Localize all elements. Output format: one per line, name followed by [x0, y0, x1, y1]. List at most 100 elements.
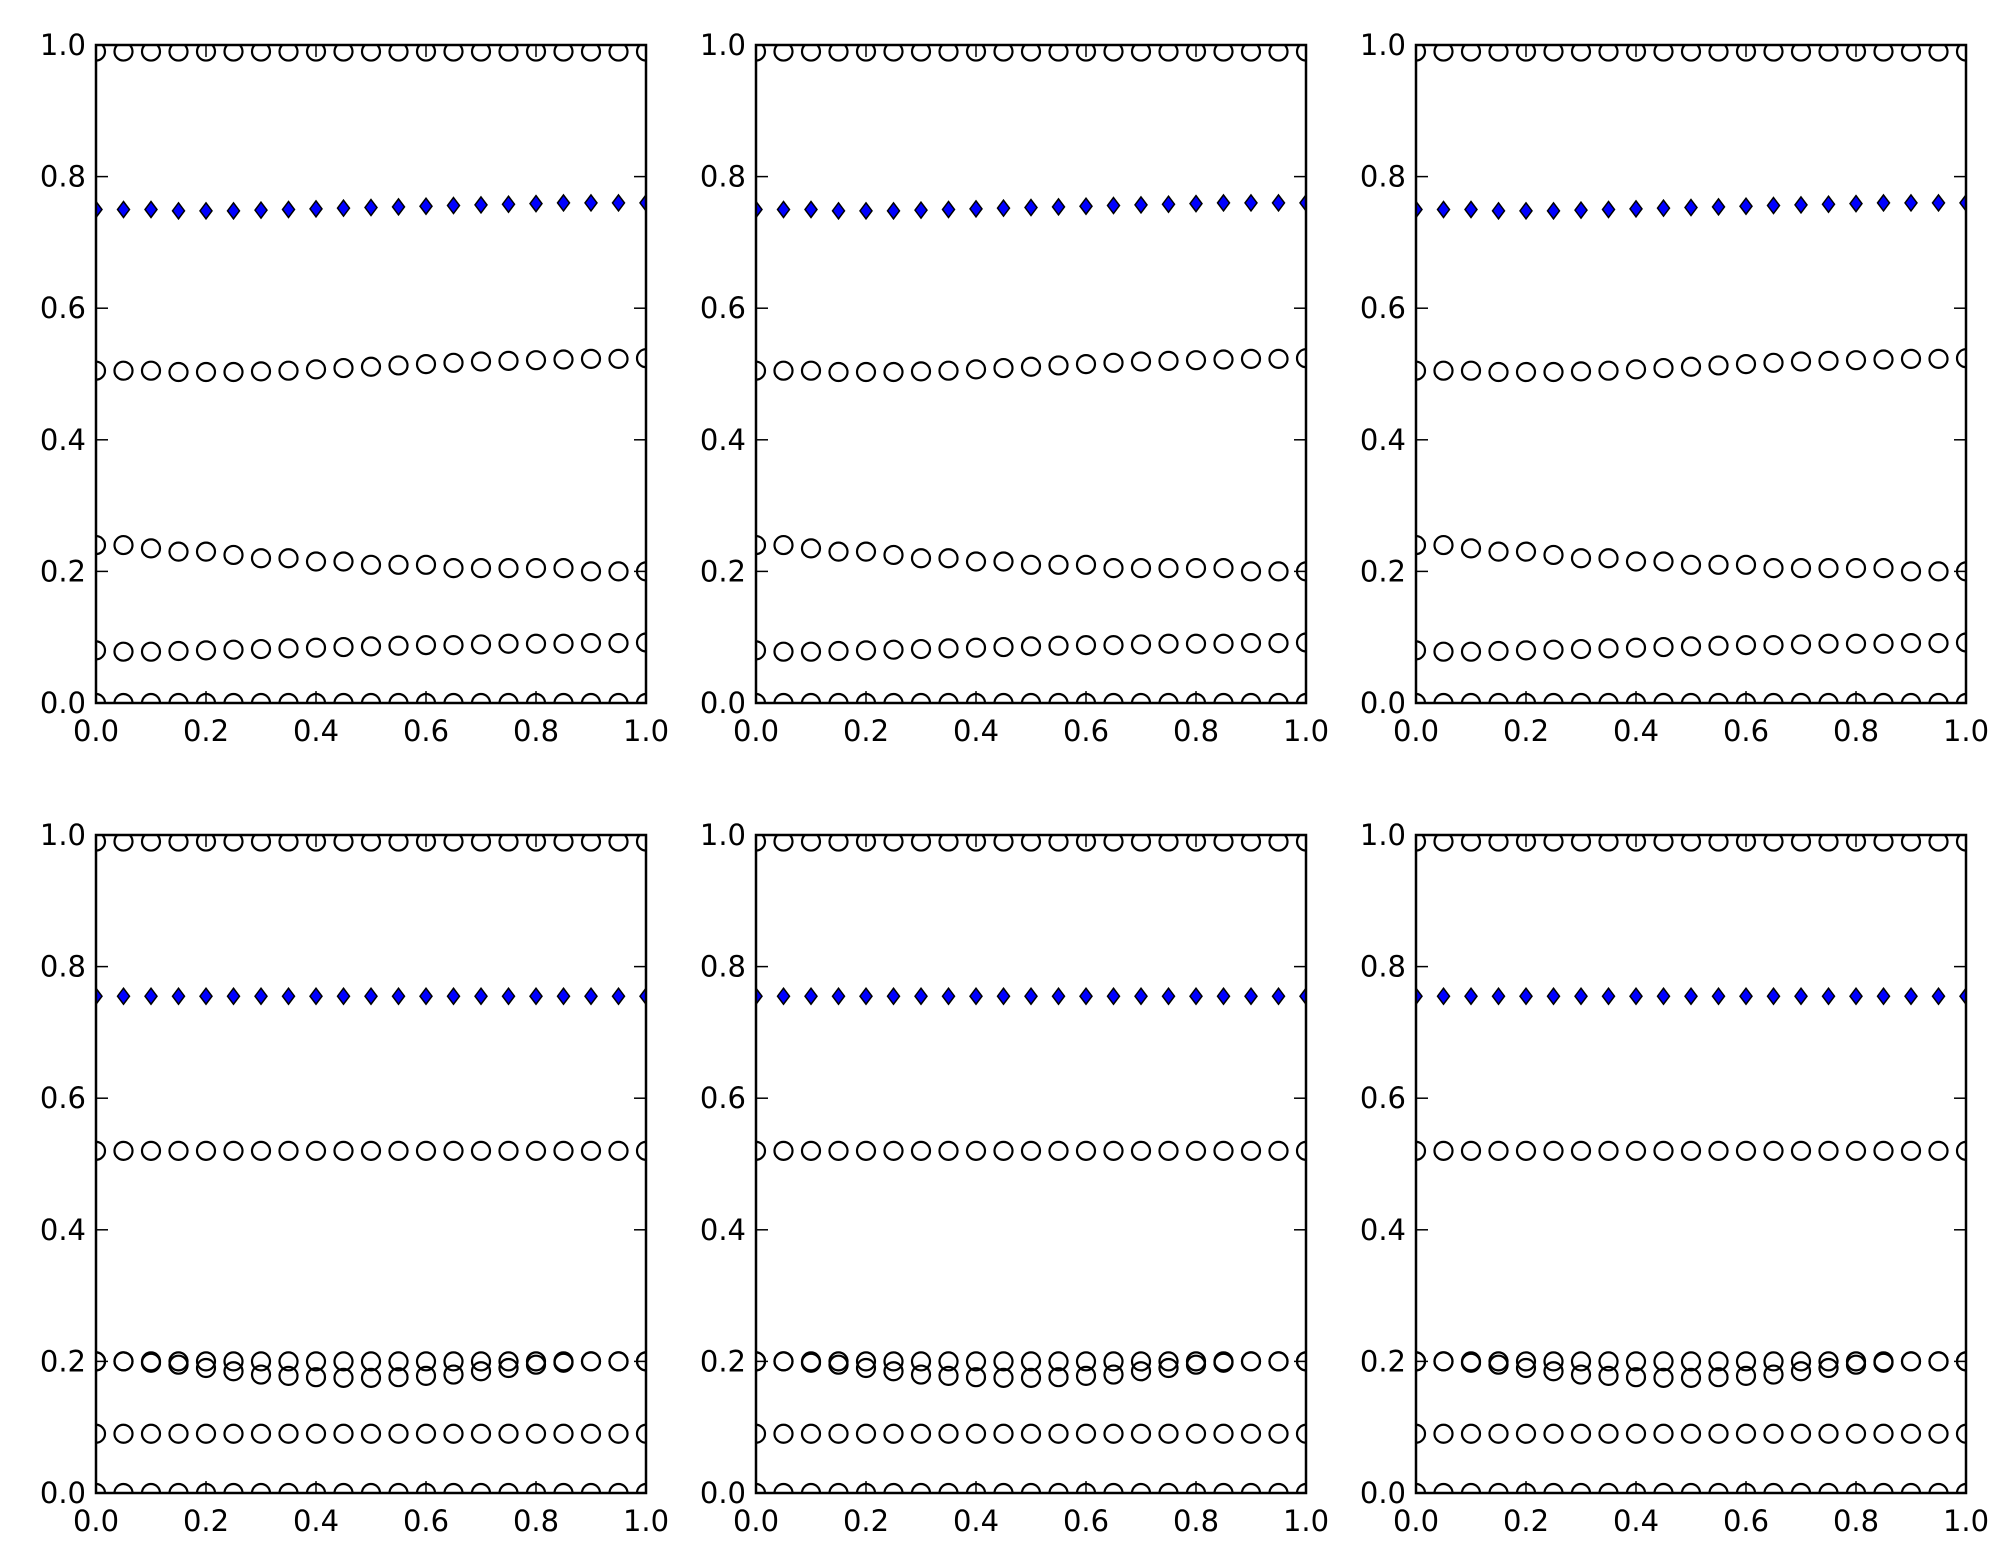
circle-marker — [1680, 835, 1702, 852]
circle-marker — [910, 638, 932, 660]
circle-marker — [965, 45, 987, 62]
diamond-marker — [831, 986, 846, 1006]
diamond-marker — [96, 200, 103, 219]
diamond-marker — [941, 986, 956, 1006]
circle-marker — [828, 541, 849, 562]
circle-marker — [305, 45, 327, 62]
diamond-marker — [226, 986, 241, 1006]
diamond-marker — [1024, 198, 1038, 217]
diamond-marker — [364, 986, 378, 1006]
circle-marker — [250, 1482, 272, 1493]
y-tick-label: 0.0 — [40, 686, 86, 720]
diamond-marker — [171, 201, 186, 221]
circle-marker — [415, 1351, 437, 1372]
circle-marker — [333, 1140, 354, 1161]
circle-marker — [278, 835, 299, 852]
circle-marker — [828, 835, 849, 852]
circle-marker — [1653, 636, 1674, 658]
circle-marker — [1680, 1367, 1702, 1388]
circle-marker — [1680, 1423, 1702, 1444]
circle-marker — [883, 692, 904, 703]
circle-marker — [1268, 633, 1289, 654]
circle-marker — [580, 561, 602, 582]
circle-marker — [1268, 1351, 1289, 1372]
circle-marker — [635, 348, 646, 369]
y-tick-label: 1.0 — [700, 28, 746, 62]
circle-marker — [1570, 548, 1592, 569]
diamond-marker — [1821, 194, 1836, 214]
circle-marker — [1515, 1351, 1537, 1372]
diamond-marker — [1271, 193, 1286, 213]
circle-marker — [223, 1361, 244, 1382]
circle-marker — [1818, 350, 1839, 371]
diamond-marker — [776, 200, 791, 219]
circle-marker — [1818, 633, 1839, 654]
diamond-marker — [1684, 198, 1698, 217]
y-tick-label: 0.2 — [700, 554, 746, 588]
circle-marker — [195, 835, 217, 852]
circle-marker — [1416, 45, 1427, 62]
diamond-marker — [1629, 986, 1643, 1006]
circle-marker — [96, 45, 107, 62]
circle-marker — [1818, 1140, 1839, 1161]
circle-marker — [305, 1351, 327, 1372]
circle-marker — [1598, 45, 1619, 62]
circle-marker — [1460, 538, 1482, 559]
circle-marker — [195, 1140, 217, 1161]
circle-marker — [1653, 1140, 1674, 1161]
y-tick-label: 0.6 — [700, 1081, 746, 1115]
circle-marker — [443, 692, 464, 703]
circle-marker — [1416, 640, 1427, 661]
circle-marker — [1873, 349, 1894, 370]
circle-marker — [1570, 692, 1592, 703]
circle-marker — [1625, 637, 1647, 658]
circle-marker — [498, 835, 519, 852]
x-tick-label: 0.4 — [293, 714, 339, 748]
circle-marker — [470, 692, 492, 703]
diamond-marker — [1416, 986, 1423, 1006]
circle-marker — [525, 1354, 547, 1375]
circle-marker — [1158, 835, 1179, 852]
y-tick-label: 0.8 — [40, 950, 86, 984]
diamond-marker — [1739, 196, 1753, 216]
circle-marker — [1268, 561, 1289, 582]
circle-marker — [305, 1423, 327, 1444]
circle-marker — [1900, 1423, 1922, 1444]
circle-marker — [1416, 1423, 1427, 1444]
circle-marker — [360, 692, 382, 703]
circle-marker — [1295, 45, 1306, 62]
circle-marker — [498, 692, 519, 703]
circle-marker — [305, 359, 327, 380]
circle-marker — [1763, 1351, 1784, 1372]
circle-marker — [1020, 1482, 1042, 1493]
circle-marker — [278, 692, 299, 703]
circle-marker — [1790, 692, 1812, 703]
circle-marker — [938, 548, 959, 569]
circle-marker — [580, 1140, 602, 1161]
circle-marker — [580, 348, 602, 369]
circle-marker — [1900, 1351, 1922, 1372]
circle-marker — [388, 45, 409, 62]
circle-marker — [965, 551, 987, 572]
circle-marker — [1020, 1140, 1042, 1161]
diamond-marker — [1216, 986, 1231, 1006]
circle-marker — [168, 361, 189, 383]
diamond-marker — [639, 193, 646, 213]
circle-marker — [553, 349, 574, 370]
circle-marker — [938, 1351, 959, 1372]
circle-marker — [1680, 1482, 1702, 1493]
circle-marker — [910, 1351, 932, 1372]
circle-marker — [773, 641, 794, 662]
circle-marker — [1735, 1423, 1757, 1444]
diamond-marker — [756, 986, 763, 1006]
circle-marker — [1900, 348, 1922, 369]
diamond-marker — [611, 193, 626, 213]
circle-marker — [305, 551, 327, 572]
diamond-marker — [1134, 986, 1148, 1006]
circle-marker — [1240, 1140, 1262, 1161]
axes-frame — [754, 833, 1308, 1495]
circle-marker — [1460, 641, 1482, 662]
y-tick-label: 0.0 — [1360, 1476, 1406, 1510]
circle-marker — [608, 692, 629, 703]
